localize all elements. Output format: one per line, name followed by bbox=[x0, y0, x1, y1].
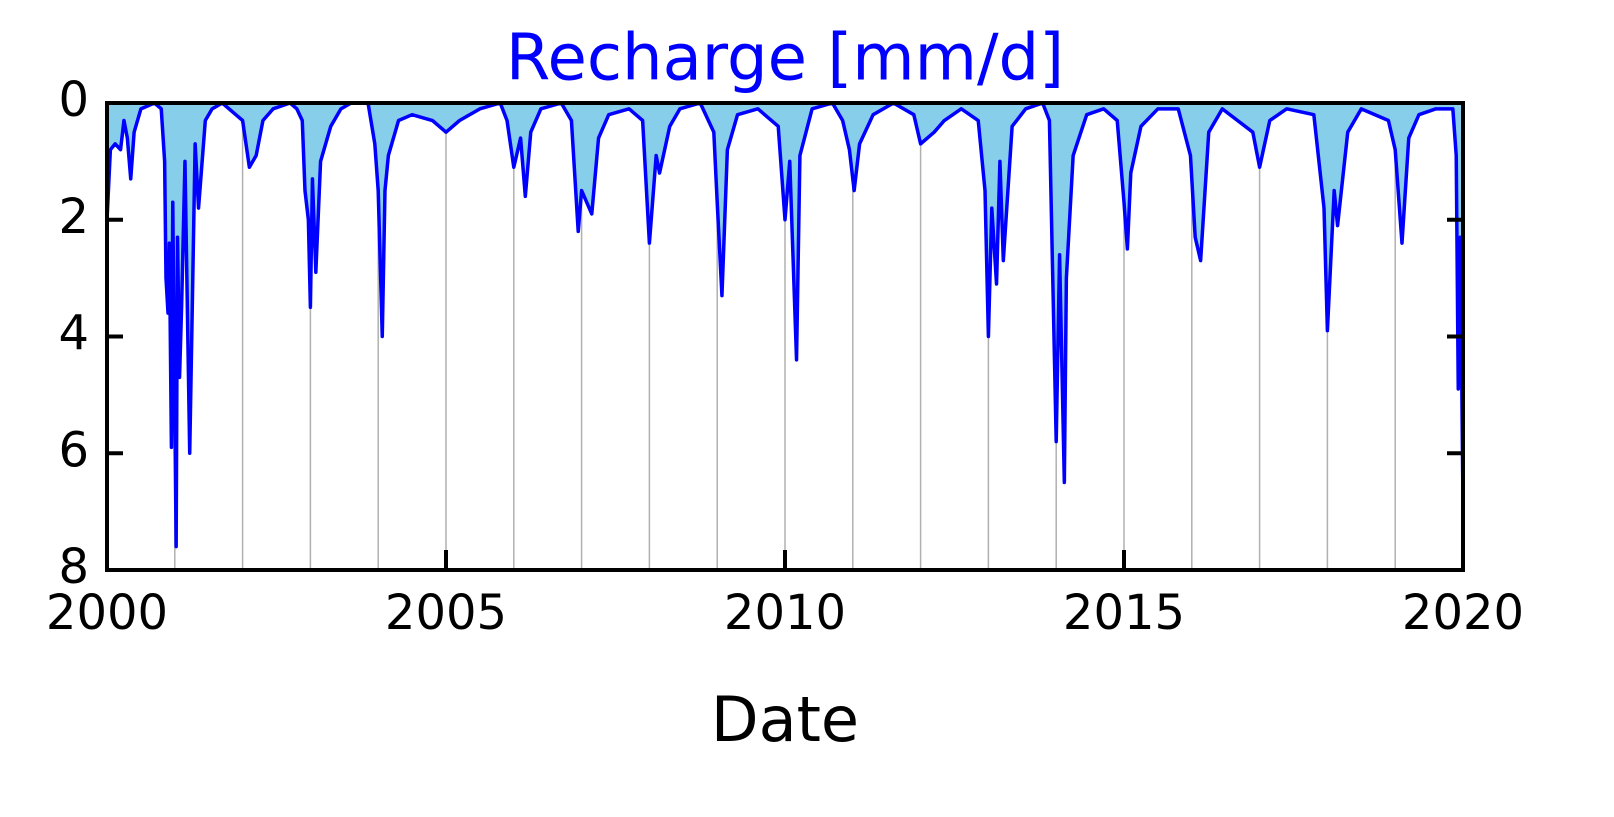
y-tick-label: 2 bbox=[58, 189, 89, 245]
line bbox=[105, 101, 1465, 549]
y-tick-label: 0 bbox=[58, 72, 89, 128]
x-tick-label: 2005 bbox=[385, 585, 507, 641]
area bbox=[107, 103, 1463, 547]
y-tick-label: 4 bbox=[58, 306, 89, 362]
x-tick-label: 2020 bbox=[1402, 585, 1524, 641]
y-tick-label: 6 bbox=[58, 422, 89, 478]
chart-title: Recharge [mm/d] bbox=[506, 22, 1064, 96]
x-axis-label: Date bbox=[711, 683, 859, 756]
x-tick-label: 2015 bbox=[1063, 585, 1185, 641]
x-tick-label: 2000 bbox=[46, 585, 168, 641]
x-tick-label: 2010 bbox=[724, 585, 846, 641]
y-tick-label: 8 bbox=[58, 539, 89, 595]
